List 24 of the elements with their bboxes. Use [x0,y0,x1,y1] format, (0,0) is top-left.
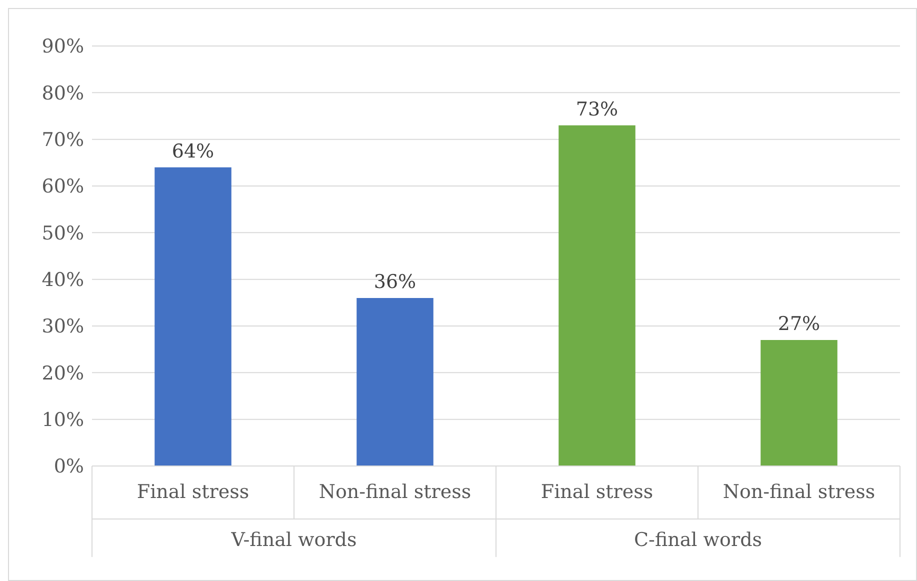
y-tick-label: 20% [42,362,84,384]
bar [356,298,434,466]
bar [154,167,232,466]
x-tick-label: Final stress [540,481,654,503]
bar [760,340,838,466]
x-tick-label: Non-final stress [318,481,472,503]
bar [558,125,636,466]
y-tick-label: 90% [42,36,84,58]
data-label: 27% [778,313,820,335]
y-tick-label: 0% [54,456,84,478]
y-tick-label: 30% [42,316,84,338]
data-label: 73% [576,98,618,120]
y-tick-label: 70% [42,128,84,151]
data-label: 64% [172,140,214,162]
y-tick-label: 80% [42,82,84,104]
y-tick-label: 60% [42,176,84,198]
text: V-final words [230,529,357,551]
text: C-final words [634,529,762,551]
y-tick-label: 10% [42,408,84,431]
x-tick-label: Final stress [136,481,250,503]
data-label: 36% [374,271,416,293]
y-tick-label: 50% [42,222,84,244]
y-tick-label: 40% [42,268,84,291]
x-tick-label: Non-final stress [722,481,876,503]
